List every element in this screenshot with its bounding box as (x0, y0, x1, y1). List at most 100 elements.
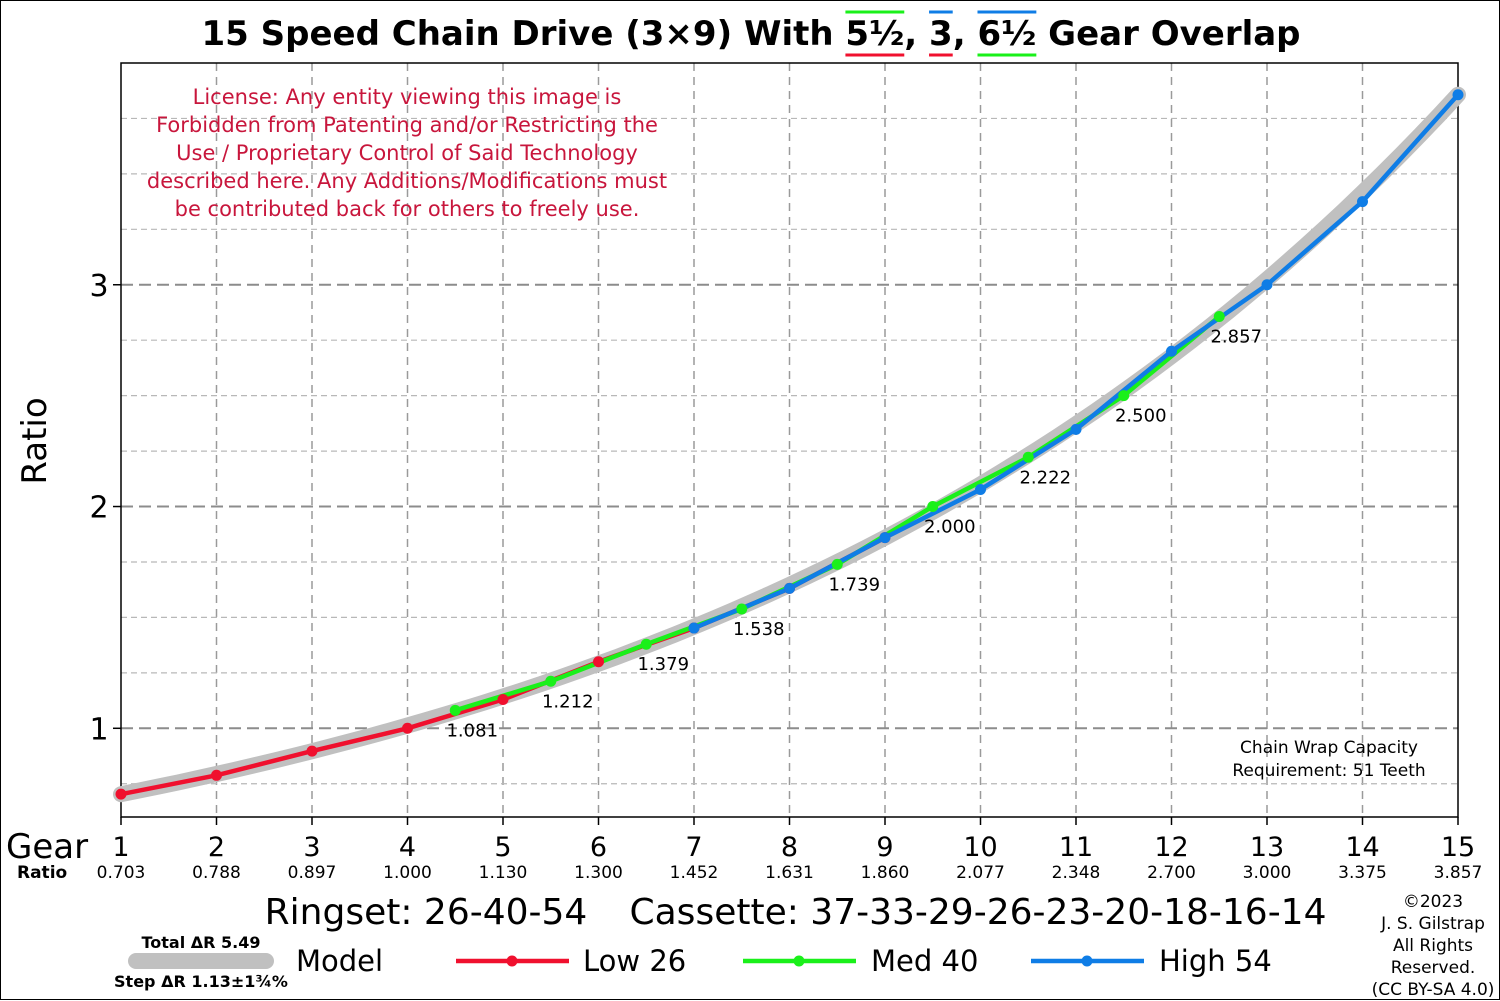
ratio-tick-label: 1.130 (479, 863, 528, 883)
x-tick-label: 8 (781, 832, 798, 863)
ratio-tick-label: 1.300 (574, 863, 623, 883)
x-tick-label: 1 (112, 832, 129, 863)
value-annotation: 2.500 (1115, 406, 1167, 427)
point-low (211, 769, 222, 781)
license-line: Forbidden from Patenting and/or Restrict… (156, 113, 658, 137)
ratio-tick-label: 3.375 (1338, 863, 1387, 883)
value-annotation: 1.379 (637, 654, 689, 675)
title-overlap-1: 5½ (845, 14, 904, 54)
copyright-line: Reserved. (1391, 958, 1476, 978)
x-tick-label: 11 (1059, 832, 1093, 863)
grid (121, 63, 1458, 817)
copyright-line: J. S. Gilstrap (1380, 914, 1485, 934)
y-tick-label: 2 (89, 491, 108, 526)
annotations-layer: 1.081 1.212 1.379 1.538 1.739 2.000 2.222 2.500… (446, 326, 1262, 741)
chain-wrap-line: Requirement: 51 Teeth (1232, 761, 1425, 781)
license-line: be contributed back for others to freely… (175, 197, 640, 221)
legend: Model Low 26 Med 40 High 54 (128, 944, 1272, 978)
title-sep-1: , (904, 14, 929, 54)
license-line: described here. Any Additions/Modificati… (147, 169, 667, 193)
value-annotation: 1.739 (828, 574, 880, 595)
point-med (1022, 451, 1034, 463)
ratio-tick-label: 1.631 (765, 863, 814, 883)
point-med (927, 501, 939, 513)
copyright-line: ©2023 (1403, 892, 1463, 912)
point-low (306, 745, 318, 757)
point-med (736, 603, 748, 615)
value-annotation: 1.212 (542, 691, 594, 712)
ratio-tick-label: 2.348 (1052, 863, 1101, 883)
legend-label-low: Low 26 (583, 944, 686, 978)
point-high (1357, 196, 1368, 208)
x-tick-label: 3 (303, 832, 320, 863)
ratio-tick-label: 2.700 (1147, 863, 1196, 883)
y-ticks: 1 2 3 (89, 269, 121, 747)
title-sep-2: , (953, 14, 978, 54)
x-tick-label: 9 (876, 832, 893, 863)
value-annotation: 2.000 (924, 517, 976, 538)
point-low (593, 656, 604, 668)
value-annotation: 1.538 (733, 619, 785, 640)
point-low (497, 693, 509, 705)
ratio-tick-label: 0.788 (192, 863, 241, 883)
value-annotation: 2.222 (1019, 467, 1071, 488)
legend-label-high: High 54 (1159, 944, 1272, 978)
chain-wrap-note: Chain Wrap Capacity Requirement: 51 Teeth (1232, 738, 1425, 781)
series-layer (113, 86, 1466, 803)
license-text: License: Any entity viewing this image i… (147, 85, 667, 221)
point-high (688, 622, 700, 634)
license-line: License: Any entity viewing this image i… (193, 85, 622, 109)
point-med (831, 558, 843, 570)
copyright-line: (CC BY-SA 4.0) (1372, 980, 1495, 1000)
x-tick-label: 7 (685, 832, 702, 863)
point-high (1261, 279, 1273, 291)
title-suffix: Gear Overlap (1036, 14, 1300, 54)
x-tick-label: 14 (1345, 832, 1379, 863)
title-overlap-3: 6½ (977, 14, 1036, 54)
point-med (1213, 310, 1225, 322)
cassette-label: Cassette: 37-33-29-26-23-20-18-16-14 (629, 892, 1326, 933)
point-high (975, 483, 986, 495)
copyright-line: All Rights (1393, 936, 1473, 956)
point-med (640, 638, 652, 650)
series-line-med (454, 314, 1221, 713)
x-tick-label: 6 (590, 832, 607, 863)
x-axis-label: Gear (6, 827, 88, 867)
model-total-stat: Total ΔR 5.49 (141, 933, 260, 952)
x-tick-label: 4 (399, 832, 416, 863)
ratio-tick-label: 0.703 (97, 863, 146, 883)
point-med (545, 675, 557, 687)
y-tick-label: 3 (89, 269, 108, 304)
point-low (402, 722, 413, 734)
chart-title: 15 Speed Chain Drive (3×9) With 5½, 3, 6… (201, 14, 1300, 54)
ringset-label: Ringset: 26-40-54 (265, 892, 588, 933)
legend-label-model: Model (296, 944, 383, 978)
x-tick-label: 2 (208, 832, 225, 863)
legend-marker-low (506, 955, 518, 967)
ratio-tick-label: 1.452 (670, 863, 719, 883)
value-annotation: 2.857 (1210, 326, 1262, 347)
point-med (449, 704, 461, 716)
y-axis-label: Ratio (15, 397, 55, 484)
x-tick-label: 12 (1154, 832, 1188, 863)
license-line: Use / Proprietary Control of Said Techno… (176, 141, 638, 165)
point-med (1118, 390, 1130, 402)
legend-marker-high (1081, 955, 1093, 967)
title-prefix: 15 Speed Chain Drive (3×9) With (201, 14, 845, 54)
point-high (1070, 423, 1082, 435)
ratio-tick-label: 2.077 (956, 863, 1005, 883)
ratio-tick-label: 3.857 (1434, 863, 1483, 883)
point-high (1166, 345, 1177, 357)
point-high (784, 582, 795, 594)
point-high (1452, 89, 1464, 101)
x-tick-label: 15 (1441, 832, 1475, 863)
legend-label-med: Med 40 (871, 944, 978, 978)
x-ticks: 10.703 20.788 30.897 41.000 51.130 61.300 71.4… (97, 817, 1483, 883)
title-overlap-2: 3 (929, 14, 953, 54)
ratio-tick-label: 3.000 (1243, 863, 1292, 883)
x-tick-label: 10 (963, 832, 997, 863)
x-tick-label: 5 (494, 832, 511, 863)
